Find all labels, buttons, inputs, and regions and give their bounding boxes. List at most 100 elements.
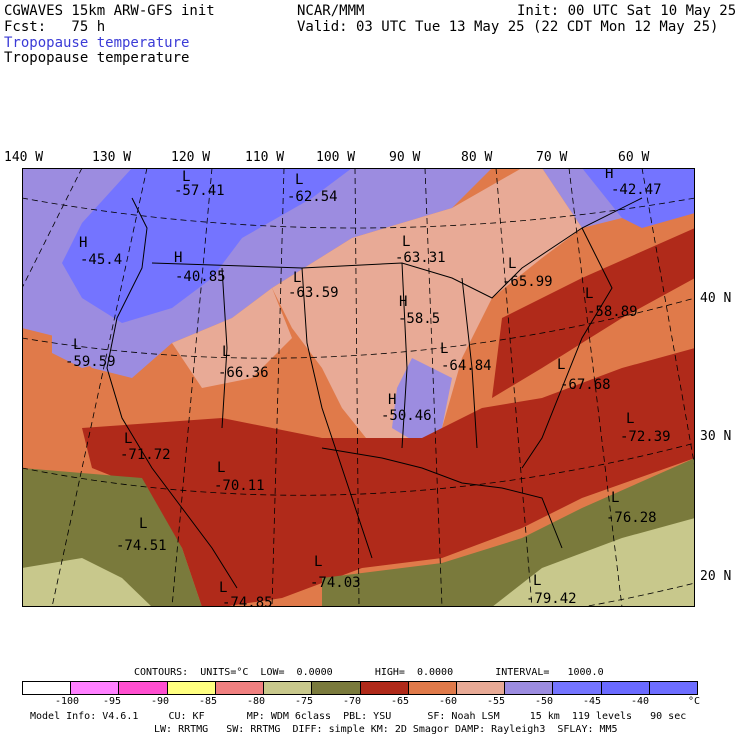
center-value: -57.41 (174, 183, 225, 199)
shade-band-nw-purple (52, 318, 122, 368)
map-frame (22, 168, 695, 607)
center-type: H (399, 294, 407, 310)
shade-band-central-purple (392, 358, 452, 443)
colorbar-cell (360, 682, 409, 694)
contour-info: CONTOURS: UNITS=°C LOW= 0.0000 HIGH= 0.0… (134, 667, 604, 678)
center-value: -74.51 (116, 538, 167, 554)
center-type: L (295, 172, 303, 188)
center-type: L (314, 554, 322, 570)
center-value: -79.42 (526, 591, 577, 607)
center-value: -67.68 (560, 377, 611, 393)
colorbar-tick: -60 (439, 696, 458, 707)
center-type: L (222, 344, 230, 360)
center-value: -71.72 (120, 447, 171, 463)
center-value: -74.85 (222, 595, 273, 607)
lon-label-130w: 130 W (92, 150, 132, 165)
center-value: -45.4 (80, 252, 122, 268)
center-type: L (293, 270, 301, 286)
center-type: L (440, 341, 448, 357)
center-value: -70.11 (214, 478, 265, 494)
center-type: L (626, 411, 634, 427)
center-value: -58.89 (587, 304, 638, 320)
colorbar-tick: -80 (247, 696, 266, 707)
colorbar-tick: -90 (151, 696, 170, 707)
center-type: H (79, 235, 87, 251)
colorbar-cell (553, 682, 602, 694)
colorbar (22, 681, 698, 695)
center-type: H (388, 392, 396, 408)
colorbar-tick: -75 (295, 696, 314, 707)
lon-label-120w: 120 W (171, 150, 211, 165)
shade-band-55-central (272, 168, 582, 458)
center-value: -74.03 (310, 575, 361, 591)
center-value: -66.36 (218, 365, 269, 381)
field-title-contour: Tropopause temperature (4, 50, 190, 66)
center-value: -64.84 (441, 358, 492, 374)
boundaries (106, 197, 643, 589)
center-type: L (585, 286, 593, 302)
model-info-line2: LW: RRTMG SW: RRTMG DIFF: simple KM: 2D … (154, 724, 618, 735)
colorbar-tick: -100 (55, 696, 80, 707)
colorbar-cell (312, 682, 361, 694)
colorbar-tick: -40 (631, 696, 650, 707)
center-type: L (73, 337, 81, 353)
center-type: L (182, 169, 190, 185)
pressure-center-labels: L -57.41 L -62.54 H -42.47 H -45.4 H -40… (65, 168, 671, 607)
center-value: -63.59 (288, 285, 339, 301)
colorbar-cell (408, 682, 457, 694)
center-type: L (124, 431, 132, 447)
colorbar-cell (215, 682, 265, 694)
center-type: L (402, 234, 410, 250)
colorbar-cell (456, 682, 506, 694)
colorbar-cell (119, 682, 168, 694)
lon-label-80w: 80 W (461, 150, 493, 165)
source-label: NCAR/MMM (297, 3, 365, 19)
model-info-line1: Model Info: V4.6.1 CU: KF MP: WDM 6class… (30, 711, 687, 722)
lat-label-40n: 40 N (700, 291, 732, 306)
center-value: -72.39 (620, 429, 671, 445)
colorbar-cell (264, 682, 313, 694)
center-type: L (217, 460, 225, 476)
lat-label-20n: 20 N (700, 569, 732, 584)
center-value: -63.31 (395, 250, 446, 266)
center-value: -58.5 (398, 311, 440, 327)
lon-label-100w: 100 W (316, 150, 356, 165)
colorbar-unit: °C (688, 696, 701, 707)
center-value: -50.46 (381, 408, 432, 424)
valid-time: Valid: 03 UTC Tue 13 May 25 (22 CDT Mon … (297, 19, 719, 35)
shade-band-40 (62, 168, 352, 323)
forecast-hour: Fcst: 75 h (4, 19, 106, 35)
lon-label-90w: 90 W (389, 150, 421, 165)
lon-label-60w: 60 W (618, 150, 650, 165)
center-type: L (139, 516, 147, 532)
center-type: L (611, 490, 619, 506)
colorbar-tick: -70 (343, 696, 362, 707)
colorbar-tick: -45 (583, 696, 602, 707)
lon-label-110w: 110 W (245, 150, 285, 165)
shade-band-65-northeast (492, 228, 695, 398)
shade-band-75 (22, 558, 152, 607)
colorbar-tick: -50 (535, 696, 554, 707)
colorbar-cell (71, 682, 120, 694)
colorbar-cell (601, 682, 650, 694)
colorbar-tick: -85 (199, 696, 218, 707)
center-value: -42.47 (611, 182, 662, 198)
center-value: -59.59 (65, 354, 116, 370)
model-title: CGWAVES 15km ARW-GFS init (4, 3, 215, 19)
init-time: Init: 00 UTC Sat 10 May 25 (517, 3, 737, 19)
lat-label-30n: 30 N (700, 429, 732, 444)
shade-band-ne-blue (582, 168, 695, 228)
colorbar-tick: -65 (391, 696, 410, 707)
field-title-shaded: Tropopause temperature (4, 35, 190, 51)
shade-band-65-south (82, 348, 695, 607)
shade-band-ne-lavender (542, 168, 622, 228)
center-type: H (174, 250, 182, 266)
center-value: -65.99 (502, 274, 553, 290)
lon-label-70w: 70 W (536, 150, 568, 165)
center-value: -76.28 (606, 510, 657, 526)
center-value: -40.85 (175, 269, 226, 285)
lon-label-140w: 140 W (4, 150, 44, 165)
shade-band-55-northwest (172, 288, 292, 388)
center-value: -62.54 (287, 189, 338, 205)
colorbar-cell (23, 682, 72, 694)
